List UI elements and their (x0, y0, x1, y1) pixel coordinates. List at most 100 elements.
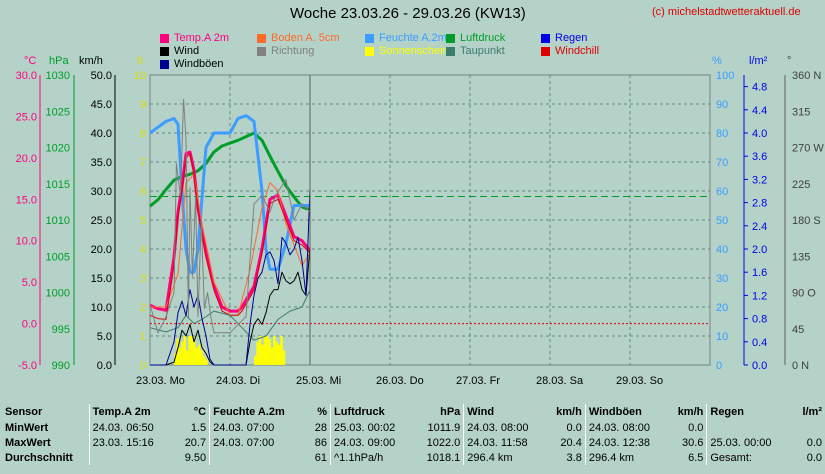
tick-label-wind: 20.0 (91, 244, 112, 256)
tick-label-humidity: 100 (716, 70, 734, 82)
tick-label-rain: 1.2 (752, 290, 767, 302)
stats-cell-time: 25.03. 00:00 (706, 435, 800, 450)
axis-unit-sun: h (137, 55, 143, 67)
legend-item: Temp.A 2m (160, 32, 229, 44)
tick-label-direction: 360 N (792, 70, 821, 82)
tick-label-rain: 2.8 (752, 198, 767, 210)
legend-label: Richtung (271, 45, 315, 57)
tick-label-direction: 180 S (792, 215, 821, 227)
tick-label-humidity: 90 (716, 99, 728, 111)
tick-label-rain: 2.0 (752, 244, 767, 256)
stats-cell-time: Gesamt: (706, 450, 800, 465)
series-line-feuchte-a-2m (149, 114, 310, 274)
tick-label-rain: 2.4 (752, 221, 767, 233)
stats-cell-value: 0.0 (566, 421, 582, 434)
stats-header: Windböen (584, 404, 675, 420)
tick-label-pressure: 1015 (46, 179, 70, 191)
stats-cell-value: 0.0 (688, 421, 704, 434)
stats-cell-time: 24.03. 07:00 (209, 435, 305, 450)
stats-header-unit: °C (193, 406, 207, 418)
axis-unit-temp: °C (24, 55, 36, 67)
legend-swatch (541, 33, 550, 43)
legend-swatch (446, 33, 455, 43)
tick-label-pressure: 1020 (46, 143, 70, 155)
legend-item: Taupunkt (446, 45, 505, 57)
tick-label-pressure: 1030 (46, 70, 70, 82)
sunshine-bar (270, 347, 274, 365)
tick-label-pressure: 1005 (46, 251, 70, 263)
sunshine-bar (273, 336, 276, 365)
sunshine-bar (263, 336, 266, 365)
tick-label-rain: 3.2 (752, 174, 767, 186)
tick-label-direction: 0 N (792, 360, 809, 372)
stats-cell-value: 1022.0 (426, 436, 461, 449)
tick-label-temp: 20.0 (16, 153, 37, 165)
stats-header-unit: km/h (677, 406, 704, 418)
legend-label: Wind (174, 45, 200, 57)
stats-header-unit: km/h (556, 406, 582, 418)
stats-cell-value: 20.4 (560, 436, 582, 449)
stats-cell-value: 9.50 (184, 451, 207, 464)
tick-label-temp: 30.0 (16, 70, 37, 82)
tick-label-rain: 4.8 (752, 82, 767, 94)
tick-label-rain: 3.6 (752, 151, 767, 163)
legend-swatch (160, 59, 169, 69)
x-tick-label: 29.03. So (616, 375, 663, 387)
tick-label-direction: 90 O (792, 288, 816, 300)
tick-label-wind: 50.0 (91, 70, 112, 82)
axis-unit-direction: ° (787, 55, 791, 67)
x-tick-label: 24.03. Di (216, 375, 260, 387)
sunshine-bar (278, 344, 281, 365)
stats-row: Durchschnitt 9.50 61 ^1.1hPa/h 1018.1 296.4 k… (2, 450, 825, 465)
x-tick-label: 25.03. Mi (296, 375, 341, 387)
legend-label: Temp.A 2m (174, 32, 230, 44)
tick-label-sun: 5 (140, 215, 146, 227)
sunshine-bar (195, 347, 198, 365)
stats-header: Regen (706, 404, 800, 420)
axis-unit-pressure: hPa (49, 55, 69, 67)
tick-label-humidity: 50 (716, 215, 728, 227)
series-line-windchill (149, 153, 311, 320)
stats-cell-time (706, 420, 800, 435)
legend-item: Luftdruck (446, 32, 505, 44)
tick-label-pressure: 1025 (46, 106, 70, 118)
sunshine-bar (190, 336, 194, 365)
tick-label-humidity: 60 (716, 186, 728, 198)
tick-label-temp: 5.0 (22, 277, 37, 289)
stats-header: Luftdruck (330, 404, 422, 420)
stats-cell-value: 61 (314, 451, 328, 464)
legend-label: Sonnenschein (379, 45, 449, 57)
stats-row-label: MinWert (5, 421, 49, 434)
tick-label-temp: 15.0 (16, 194, 37, 206)
stats-cell-time: 25.03. 00:02 (330, 420, 422, 435)
tick-label-sun: 6 (140, 186, 146, 198)
x-tick-label: 23.03. Mo (136, 375, 185, 387)
weather-chart: 23.03. Mo 24.03. Di 25.03. Mi 26.03. Do 27.0… (16, 55, 825, 387)
tick-label-wind: 30.0 (91, 186, 112, 198)
tick-label-sun: 2 (140, 302, 146, 314)
sunshine-bar (183, 336, 186, 365)
stats-cell-time: 24.03. 08:00 (584, 420, 675, 435)
copyright-link[interactable]: (c) michelstadtwetteraktuell.de (652, 6, 801, 18)
stats-header: Temp.A 2m (88, 404, 178, 420)
sunshine-bar (258, 336, 262, 365)
legend-item: Regen (541, 32, 587, 44)
legend-swatch (541, 46, 550, 56)
tick-label-rain: 0.0 (752, 360, 767, 372)
legend-swatch (160, 46, 169, 56)
sunshine-bar (256, 341, 259, 365)
tick-label-pressure: 1000 (46, 288, 70, 300)
sunshine-bar (280, 336, 283, 365)
stats-cell-value: 20.7 (184, 436, 207, 449)
legend-item: Windböen (160, 58, 224, 70)
tick-label-wind: 5.0 (97, 331, 112, 343)
tick-label-sun: 1 (140, 331, 146, 343)
tick-label-direction: 270 W (792, 143, 824, 155)
tick-label-sun: 9 (140, 99, 146, 111)
tick-label-sun: 8 (140, 128, 146, 140)
stats-header-unit: l/m² (802, 406, 822, 418)
tick-label-temp: -5.0 (18, 360, 37, 372)
legend-item: Windchill (541, 45, 599, 57)
legend-label: Regen (555, 32, 588, 44)
stats-cell-time: 24.03. 09:00 (330, 435, 422, 450)
